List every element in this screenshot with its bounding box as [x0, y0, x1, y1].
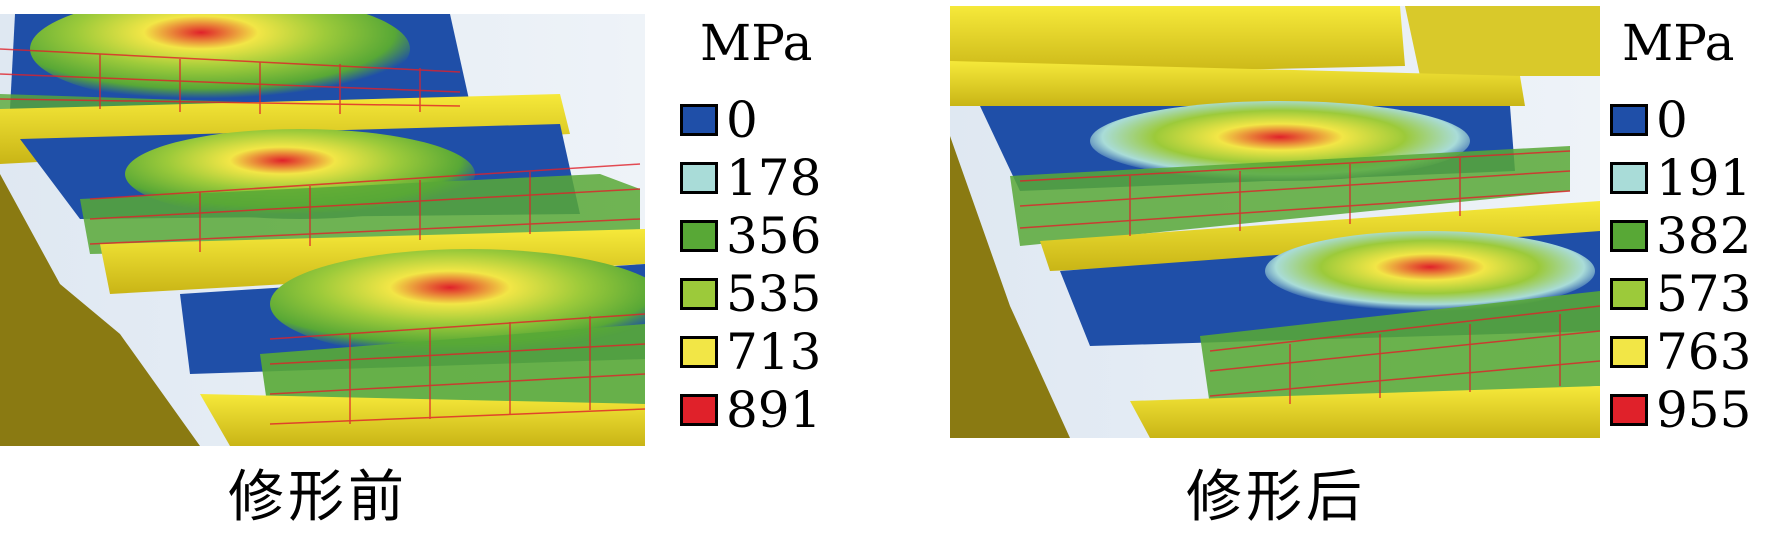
legend-swatch — [1610, 394, 1648, 426]
stress-contour-render-after — [950, 6, 1600, 438]
legend-value: 178 — [726, 149, 822, 207]
legend-swatch — [1610, 162, 1648, 194]
legend-swatch — [680, 220, 718, 252]
legend-value: 191 — [1656, 149, 1752, 207]
caption-before: 修形前 — [228, 465, 408, 530]
legend-unit: MPa — [1622, 14, 1735, 72]
stress-legend-before: MPa 0 178 356 535 713 891 — [680, 14, 870, 444]
legend-swatch — [680, 162, 718, 194]
legend-swatch — [1610, 278, 1648, 310]
legend-swatch — [680, 336, 718, 368]
panel-before-modification: MPa 0 178 356 535 713 891 修形前 — [0, 0, 870, 536]
legend-value: 573 — [1656, 265, 1752, 323]
legend-value: 535 — [726, 265, 822, 323]
legend-value: 763 — [1656, 323, 1752, 381]
panel-after-modification: MPa 0 191 382 573 763 955 修形后 — [950, 0, 1778, 536]
legend-value: 0 — [1656, 91, 1688, 149]
legend-swatch — [680, 104, 718, 136]
legend-swatch — [1610, 336, 1648, 368]
legend-unit: MPa — [700, 14, 813, 72]
legend-value: 356 — [726, 207, 822, 265]
legend-value: 891 — [726, 381, 822, 439]
legend-swatch — [680, 278, 718, 310]
legend-swatch — [1610, 104, 1648, 136]
stress-contour-render-before — [0, 14, 645, 446]
legend-swatch — [680, 394, 718, 426]
legend-swatch — [1610, 220, 1648, 252]
caption-after: 修形后 — [1186, 465, 1366, 530]
legend-value: 955 — [1656, 381, 1752, 439]
stress-legend-after: MPa 0 191 382 573 763 955 — [1610, 14, 1778, 444]
legend-value: 713 — [726, 323, 822, 381]
legend-value: 0 — [726, 91, 758, 149]
legend-value: 382 — [1656, 207, 1752, 265]
